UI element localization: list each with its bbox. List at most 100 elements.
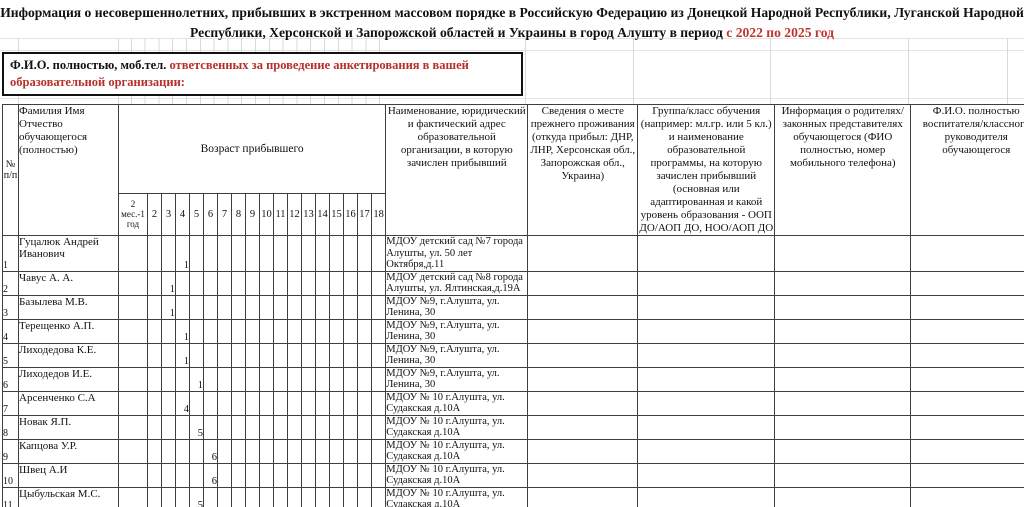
group-cell[interactable]: [637, 270, 776, 296]
group-cell[interactable]: [637, 390, 776, 416]
age-cell[interactable]: [357, 462, 372, 488]
age-col-header[interactable]: 10: [259, 192, 274, 237]
age-cell[interactable]: [357, 390, 372, 416]
age-cell[interactable]: [189, 390, 204, 416]
age-cell[interactable]: [259, 414, 274, 440]
age-cell[interactable]: [118, 318, 148, 344]
age-cell[interactable]: [245, 294, 260, 320]
age-cell[interactable]: [189, 438, 204, 464]
age-cell[interactable]: [259, 294, 274, 320]
age-cell[interactable]: [203, 390, 218, 416]
parents-cell[interactable]: [774, 270, 912, 296]
row-number-cell[interactable]: 11: [2, 486, 19, 507]
age-cell[interactable]: [161, 342, 176, 368]
age-cell[interactable]: [147, 235, 162, 272]
age-cell[interactable]: [343, 414, 358, 440]
age-cell[interactable]: [161, 438, 176, 464]
age-cell[interactable]: [315, 294, 330, 320]
age-cell[interactable]: [231, 438, 246, 464]
age-col-header[interactable]: 14: [315, 192, 330, 237]
student-name-cell[interactable]: Капцова У.Р.: [18, 438, 119, 464]
age-cell[interactable]: [357, 235, 372, 272]
age-cell[interactable]: [301, 390, 316, 416]
age-col-header[interactable]: 17: [357, 192, 372, 237]
age-cell[interactable]: [175, 270, 190, 296]
age-cell[interactable]: [217, 235, 232, 272]
col-header-parents[interactable]: Информация о родителях/законных представ…: [774, 104, 912, 236]
teacher-cell[interactable]: [910, 414, 1024, 440]
age-cell[interactable]: [273, 438, 288, 464]
age-cell[interactable]: [217, 462, 232, 488]
origin-cell[interactable]: [527, 438, 639, 464]
age-cell[interactable]: [370, 414, 387, 440]
school-cell[interactable]: МДОУ детский сад №8 города Алушты, ул. Я…: [385, 270, 529, 296]
age-col-header[interactable]: 4: [175, 192, 190, 237]
age-cell[interactable]: 5: [189, 414, 204, 440]
age-cell[interactable]: [175, 438, 190, 464]
age-cell[interactable]: [147, 294, 162, 320]
student-name-cell[interactable]: Базылева М.В.: [18, 294, 119, 320]
group-cell[interactable]: [637, 342, 776, 368]
age-cell[interactable]: [118, 235, 148, 272]
age-cell[interactable]: [287, 366, 302, 392]
age-cell[interactable]: [245, 414, 260, 440]
age-cell[interactable]: [301, 342, 316, 368]
age-cell[interactable]: [189, 270, 204, 296]
age-cell[interactable]: [370, 486, 387, 507]
age-cell[interactable]: [231, 318, 246, 344]
age-cell[interactable]: [287, 414, 302, 440]
age-cell[interactable]: [357, 318, 372, 344]
teacher-cell[interactable]: [910, 318, 1024, 344]
age-cell[interactable]: [370, 235, 387, 272]
age-cell[interactable]: [118, 438, 148, 464]
age-cell[interactable]: [245, 486, 260, 507]
student-name-cell[interactable]: Гуцалюк Андрей Иванович: [18, 235, 119, 272]
teacher-cell[interactable]: [910, 438, 1024, 464]
age-cell[interactable]: [189, 294, 204, 320]
school-cell[interactable]: МДОУ №9, г.Алушта, ул. Ленина, 30: [385, 294, 529, 320]
age-cell[interactable]: [118, 342, 148, 368]
age-cell[interactable]: [329, 318, 344, 344]
student-name-cell[interactable]: Арсенченко С.А: [18, 390, 119, 416]
age-cell[interactable]: [329, 462, 344, 488]
age-cell[interactable]: 5: [189, 486, 204, 507]
school-cell[interactable]: МДОУ №9, г.Алушта, ул. Ленина, 30: [385, 366, 529, 392]
age-col-header[interactable]: 16: [343, 192, 358, 237]
origin-cell[interactable]: [527, 462, 639, 488]
col-header-name[interactable]: Фамилия Имя Отчество обучающегося (полно…: [18, 104, 119, 236]
age-cell[interactable]: [301, 270, 316, 296]
age-cell[interactable]: [370, 270, 387, 296]
age-cell[interactable]: [217, 366, 232, 392]
age-cell[interactable]: [287, 294, 302, 320]
parents-cell[interactable]: [774, 414, 912, 440]
age-cell[interactable]: [315, 462, 330, 488]
origin-cell[interactable]: [527, 235, 639, 272]
age-cell[interactable]: [329, 486, 344, 507]
age-cell[interactable]: [259, 342, 274, 368]
age-col-header[interactable]: 7: [217, 192, 232, 237]
age-cell[interactable]: [217, 294, 232, 320]
age-cell[interactable]: [231, 486, 246, 507]
age-cell[interactable]: [245, 270, 260, 296]
age-cell[interactable]: [301, 438, 316, 464]
school-cell[interactable]: МДОУ №9, г.Алушта, ул. Ленина, 30: [385, 318, 529, 344]
age-cell[interactable]: [245, 235, 260, 272]
row-number-cell[interactable]: 7: [2, 390, 19, 416]
age-cell[interactable]: [203, 270, 218, 296]
age-cell[interactable]: [343, 462, 358, 488]
age-cell[interactable]: [273, 270, 288, 296]
age-cell[interactable]: 6: [203, 462, 218, 488]
age-cell[interactable]: [175, 366, 190, 392]
age-cell[interactable]: [273, 390, 288, 416]
age-cell[interactable]: 1: [175, 235, 190, 272]
age-cell[interactable]: [370, 342, 387, 368]
age-cell[interactable]: [370, 294, 387, 320]
age-cell[interactable]: [259, 390, 274, 416]
age-cell[interactable]: [147, 366, 162, 392]
age-col-header[interactable]: 13: [301, 192, 316, 237]
age-cell[interactable]: [343, 486, 358, 507]
origin-cell[interactable]: [527, 486, 639, 507]
parents-cell[interactable]: [774, 318, 912, 344]
age-cell[interactable]: [273, 486, 288, 507]
origin-cell[interactable]: [527, 366, 639, 392]
